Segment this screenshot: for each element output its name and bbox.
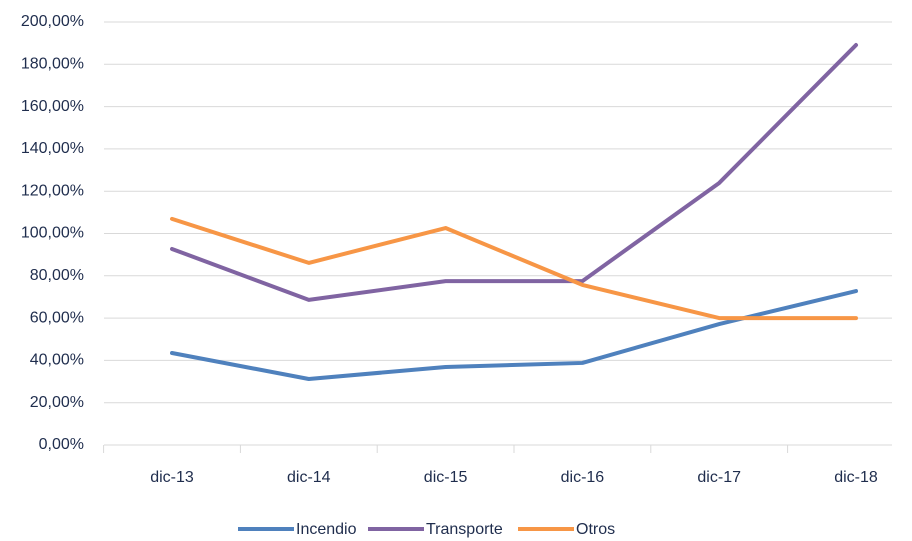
x-tick-label: dic-15 xyxy=(424,469,468,486)
series-line xyxy=(170,216,858,321)
y-tick-label: 160,00% xyxy=(21,98,84,115)
x-tick-label: dic-18 xyxy=(834,469,878,486)
series-line xyxy=(170,289,858,382)
x-tick-label: dic-13 xyxy=(150,469,194,486)
y-tick-label: 40,00% xyxy=(30,352,84,369)
x-tick-label: dic-16 xyxy=(561,469,605,486)
y-tick-label: 60,00% xyxy=(30,309,84,326)
y-tick-label: 20,00% xyxy=(30,394,84,411)
legend-label: Incendio xyxy=(296,521,357,538)
y-tick-label: 120,00% xyxy=(21,182,84,199)
x-tick-label: dic-17 xyxy=(697,469,741,486)
legend-label: Transporte xyxy=(426,521,503,538)
x-tick-label: dic-14 xyxy=(287,469,331,486)
y-tick-label: 200,00% xyxy=(21,13,84,30)
y-tick-label: 80,00% xyxy=(30,267,84,284)
y-tick-label: 100,00% xyxy=(21,225,84,242)
y-tick-label: 140,00% xyxy=(21,140,84,157)
y-tick-label: 0,00% xyxy=(39,436,84,453)
legend-label: Otros xyxy=(576,521,615,538)
y-tick-label: 180,00% xyxy=(21,56,84,73)
series-line xyxy=(170,43,858,302)
